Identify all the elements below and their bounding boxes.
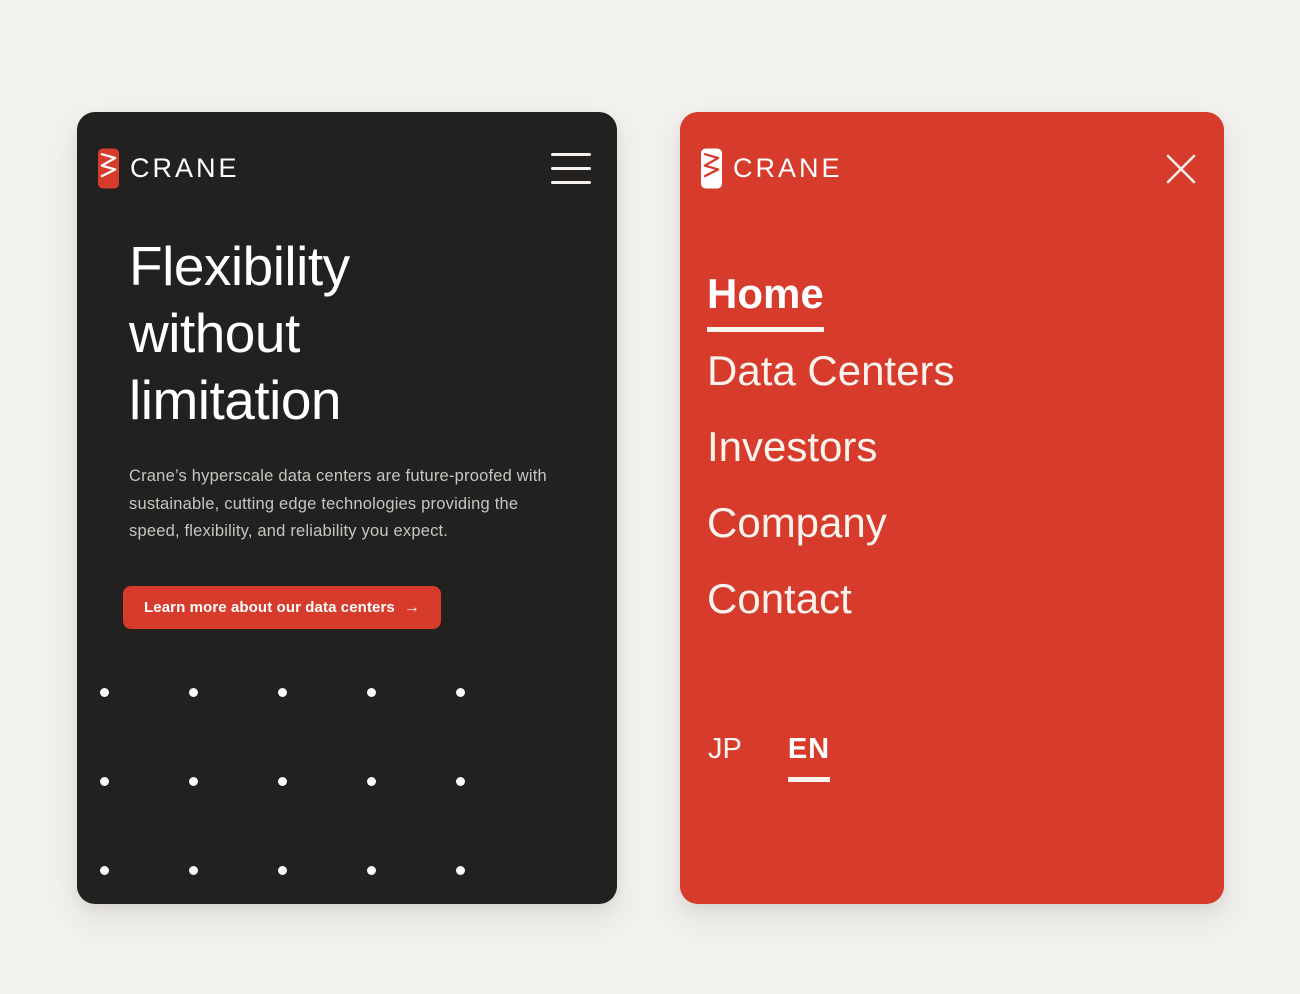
language-jp-link[interactable]: JP xyxy=(708,733,742,765)
dot xyxy=(456,866,465,875)
hero-description: Crane’s hyperscale data centers are futu… xyxy=(129,467,547,540)
hamburger-icon xyxy=(551,181,591,184)
cta-label: Learn more about our data centers xyxy=(144,599,395,616)
dot xyxy=(189,777,198,786)
dot xyxy=(189,866,198,875)
nav-item: Data Centers xyxy=(707,347,954,395)
nav-item: Company xyxy=(707,499,954,547)
nav-link-home[interactable]: Home xyxy=(707,270,824,332)
dot xyxy=(100,688,109,697)
brand-wordmark: CRANE xyxy=(130,153,240,183)
close-icon xyxy=(1166,154,1196,183)
dot xyxy=(367,777,376,786)
home-screen-card: CRANE Flexibility without limitation Cra… xyxy=(77,112,617,904)
dot-grid xyxy=(100,688,465,875)
hero-heading-line: without xyxy=(129,302,300,364)
menu-screen-header: CRANE xyxy=(701,148,1198,189)
home-screen-header: CRANE xyxy=(98,148,591,189)
brand-lockup[interactable]: CRANE xyxy=(701,148,843,189)
brand-lockup[interactable]: CRANE xyxy=(98,148,240,189)
dot xyxy=(189,688,198,697)
dot xyxy=(367,688,376,697)
language-en-link[interactable]: EN xyxy=(787,732,831,782)
crane-logo-mark-icon xyxy=(701,148,722,189)
nav-link-company[interactable]: Company xyxy=(707,499,887,546)
hero-heading: Flexibility without limitation xyxy=(129,233,579,434)
dot xyxy=(367,866,376,875)
nav-item: Investors xyxy=(707,423,954,471)
language-switcher: JP EN xyxy=(708,732,831,782)
brand-wordmark: CRANE xyxy=(733,153,843,183)
dot xyxy=(278,777,287,786)
learn-more-button[interactable]: Learn more about our data centers → xyxy=(123,586,441,629)
hamburger-icon xyxy=(551,167,591,170)
nav-item: Contact xyxy=(707,575,954,623)
dot xyxy=(100,866,109,875)
hero-section: Flexibility without limitation Crane’s h… xyxy=(129,233,579,546)
crane-logo-mark-icon xyxy=(98,148,119,189)
nav-link-data-centers[interactable]: Data Centers xyxy=(707,347,955,394)
dot xyxy=(278,688,287,697)
nav-link-contact[interactable]: Contact xyxy=(707,575,852,622)
menu-screen-card: CRANE Home Data Centers Investors Compan… xyxy=(680,112,1224,904)
nav-item: Home xyxy=(707,270,954,332)
dot xyxy=(278,866,287,875)
arrow-right-icon: → xyxy=(403,598,420,616)
dot xyxy=(456,777,465,786)
close-menu-button[interactable] xyxy=(1164,152,1198,186)
main-navigation: Home Data Centers Investors Company Cont… xyxy=(707,270,954,651)
dot xyxy=(100,777,109,786)
hamburger-icon xyxy=(551,153,591,156)
hero-heading-line: limitation xyxy=(129,369,342,431)
nav-link-investors[interactable]: Investors xyxy=(707,423,878,470)
hero-heading-line: Flexibility xyxy=(129,235,350,297)
dot xyxy=(456,688,465,697)
hamburger-menu-button[interactable] xyxy=(551,153,591,184)
